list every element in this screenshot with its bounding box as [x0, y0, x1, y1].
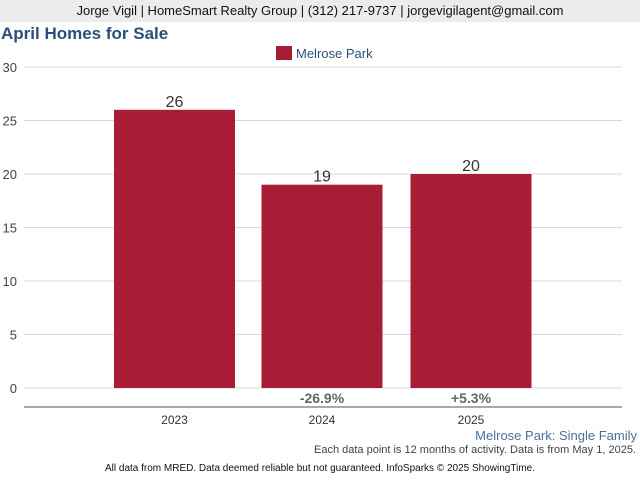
- y-tick-label: 5: [10, 328, 17, 343]
- legend-swatch: [276, 46, 292, 60]
- y-tick-label: 20: [3, 167, 17, 182]
- chart-subtitle: Melrose Park: Single Family: [475, 428, 637, 443]
- footer-disclaimer: All data from MRED. Data deemed reliable…: [104, 463, 535, 474]
- y-tick-label: 15: [3, 221, 17, 236]
- y-tick-label: 25: [3, 114, 17, 129]
- x-tick-label: 2023: [161, 413, 188, 427]
- x-tick-label: 2025: [458, 413, 485, 427]
- x-tick-label: 2024: [309, 413, 336, 427]
- chart-title: April Homes for Sale: [1, 24, 169, 43]
- bar[interactable]: [410, 174, 532, 388]
- bar-value-label: 20: [462, 158, 480, 175]
- data-note: Each data point is 12 months of activity…: [313, 444, 636, 456]
- y-tick-label: 30: [3, 60, 17, 75]
- y-axis-ticks: 0 5 10 15 20 25 30: [3, 60, 17, 396]
- bar-value-label: 26: [166, 94, 184, 111]
- x-axis-ticks: 2023 2024 2025: [161, 413, 485, 427]
- legend[interactable]: Melrose Park: [276, 44, 373, 62]
- bar-value-label: 19: [313, 169, 331, 186]
- agent-info-text: Jorge Vigil | HomeSmart Realty Group | (…: [76, 3, 564, 18]
- y-tick-label: 0: [10, 381, 17, 396]
- agent-info-bar: Jorge Vigil | HomeSmart Realty Group | (…: [0, 0, 640, 22]
- bar[interactable]: [114, 109, 235, 389]
- y-tick-label: 10: [3, 274, 17, 289]
- bars: 26 19 -26.9% 20 +5.3%: [114, 94, 532, 406]
- percent-change-label: -26.9%: [300, 390, 345, 406]
- legend-label: Melrose Park: [296, 45, 373, 61]
- bar[interactable]: [261, 184, 383, 388]
- percent-change-label: +5.3%: [451, 390, 492, 406]
